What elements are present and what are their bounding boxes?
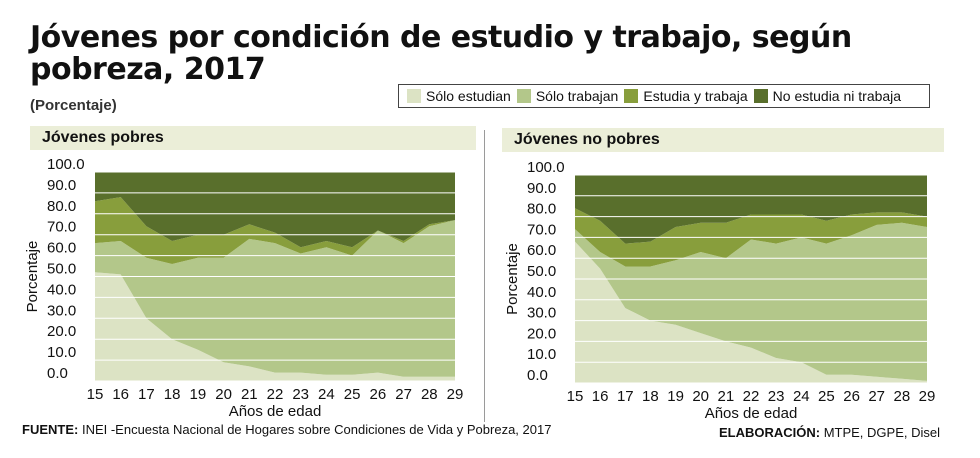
x-tick-label: 18 [642, 388, 659, 405]
y-tick-label: 100.0 [47, 156, 85, 173]
area-no-estudia-ni-trabaja [95, 172, 455, 248]
y-tick-label: 50.0 [47, 261, 76, 278]
area-chart-pobres: 0.0 10.0 20.0 30.0 40.0 50.0 60.0 70.0 80.0 90.0 1… [24, 156, 464, 420]
x-tick-label: 27 [868, 388, 885, 405]
x-tick-label: 24 [793, 388, 810, 405]
legend-label: Sólo estudian [426, 88, 511, 104]
y-tick-label: 60.0 [47, 240, 76, 257]
x-tick-label: 21 [718, 388, 735, 405]
panel-header-no-pobres: Jóvenes no pobres [502, 128, 944, 152]
x-tick-label: 17 [138, 386, 155, 403]
panel-header-pobres: Jóvenes pobres [30, 126, 476, 150]
legend-swatch [407, 89, 421, 103]
area-solo-estudian [575, 241, 927, 383]
y-tick-label: 100.0 [527, 159, 565, 176]
x-tick-label: 28 [421, 386, 438, 403]
legend-swatch [516, 89, 531, 103]
y-tick-label: 40.0 [527, 284, 556, 301]
legend-swatch [624, 89, 639, 103]
x-tick-label: 22 [267, 386, 284, 403]
x-tick-label: 19 [190, 386, 207, 403]
legend-label: Sólo trabajan [535, 88, 619, 104]
area-solo-estudian [95, 272, 455, 381]
x-tick-label: 17 [617, 388, 634, 405]
x-tick-label: 16 [592, 388, 609, 405]
x-tick-label: 25 [344, 386, 361, 403]
legend-item-solo-estudian: Sólo estudian [407, 88, 511, 104]
y-tick-label: 20.0 [527, 325, 556, 342]
area-chart-no-pobres: 0.0 10.0 20.0 30.0 40.0 50.0 60.0 70.0 80.0 90.0 1… [504, 159, 936, 422]
x-tick-label: 29 [919, 388, 936, 405]
x-tick-label: 15 [567, 388, 584, 405]
legend-item-no-estudia-ni-trabaja: No estudia ni trabaja [753, 88, 902, 104]
y-tick-label: 80.0 [527, 201, 556, 218]
x-tick-label: 15 [87, 386, 104, 403]
x-axis-label: Años de edad [229, 403, 322, 420]
panel-divider [484, 130, 485, 422]
y-tick-label: 50.0 [527, 263, 556, 280]
legend-swatch [753, 89, 768, 103]
y-tick-label: 0.0 [527, 367, 548, 384]
legend-label: No estudia ni trabaja [772, 88, 902, 104]
footer-source-label: FUENTE: [22, 422, 79, 437]
y-tick-label: 60.0 [527, 242, 556, 259]
x-tick-label: 26 [370, 386, 387, 403]
y-axis-label: Porcentaje [504, 243, 521, 315]
legend-item-solo-trabajan: Sólo trabajan [516, 88, 619, 104]
x-tick-label: 16 [112, 386, 129, 403]
area-estudia-y-trabaja [95, 197, 455, 264]
x-tick-label: 19 [667, 388, 684, 405]
y-tick-label: 70.0 [527, 221, 556, 238]
y-tick-label: 90.0 [527, 180, 556, 197]
y-tick-label: 30.0 [527, 305, 556, 322]
y-tick-label: 10.0 [527, 346, 556, 363]
y-tick-label: 80.0 [47, 198, 76, 215]
legend-label: Estudia y trabaja [643, 88, 748, 104]
legend: Sólo estudian Sólo trabajan Estudia y tr… [398, 84, 930, 108]
footer-source: FUENTE: INEI -Encuesta Nacional de Hogar… [22, 422, 551, 437]
legend-item-estudia-y-trabaja: Estudia y trabaja [624, 88, 748, 104]
x-tick-label: 29 [447, 386, 464, 403]
x-tick-label: 24 [318, 386, 335, 403]
x-tick-label: 21 [241, 386, 258, 403]
x-tick-label: 27 [395, 386, 412, 403]
x-tick-label: 26 [843, 388, 860, 405]
y-tick-label: 0.0 [47, 365, 68, 382]
y-tick-label: 30.0 [47, 302, 76, 319]
chart-title: Jóvenes por condición de estudio y traba… [30, 20, 852, 87]
y-tick-label: 40.0 [47, 281, 76, 298]
x-axis-label: Años de edad [705, 405, 798, 422]
y-tick-label: 70.0 [47, 219, 76, 236]
x-tick-label: 20 [692, 388, 709, 405]
footer-credit: ELABORACIÓN: MTPE, DGPE, Disel [719, 425, 940, 440]
footer-credit-text: MTPE, DGPE, Disel [820, 425, 940, 440]
area-solo-trabajan [95, 220, 455, 377]
x-tick-label: 28 [894, 388, 911, 405]
x-tick-label: 23 [768, 388, 785, 405]
footer-source-text: INEI -Encuesta Nacional de Hogares sobre… [78, 422, 552, 437]
area-no-estudia-ni-trabaja [575, 175, 927, 244]
x-tick-label: 18 [164, 386, 181, 403]
y-tick-label: 10.0 [47, 344, 76, 361]
x-tick-label: 20 [215, 386, 232, 403]
y-tick-label: 90.0 [47, 177, 76, 194]
x-tick-label: 25 [818, 388, 835, 405]
chart-subtitle: (Porcentaje) [30, 97, 117, 114]
footer-credit-label: ELABORACIÓN: [718, 425, 821, 440]
x-tick-label: 23 [292, 386, 309, 403]
y-tick-label: 20.0 [47, 323, 76, 340]
x-tick-label: 22 [743, 388, 760, 405]
y-axis-label: Porcentaje [24, 241, 41, 313]
